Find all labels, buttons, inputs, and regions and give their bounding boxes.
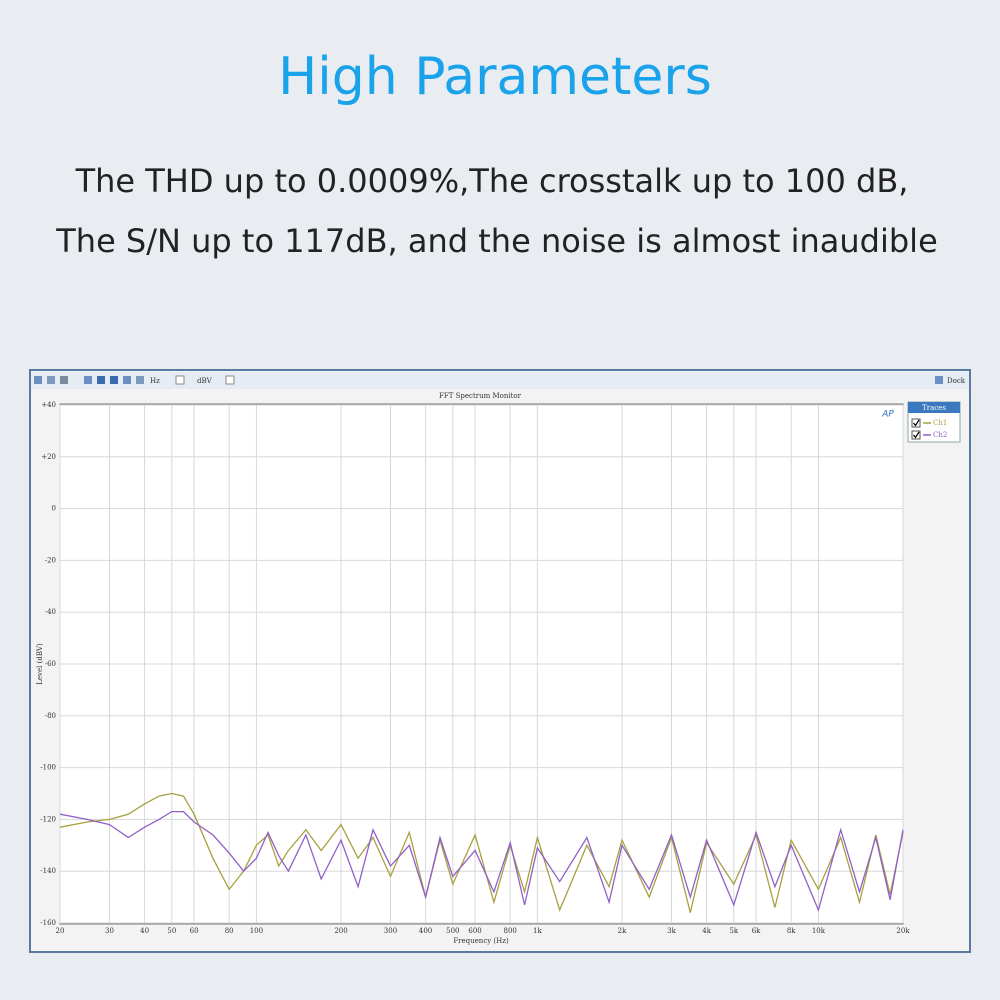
toolbar-x-unit[interactable]: Hz — [150, 377, 160, 385]
legend-header — [908, 402, 960, 413]
y-tick-label: -40 — [45, 608, 56, 616]
legend-check — [913, 431, 920, 439]
toolbar-icons — [34, 375, 235, 385]
y-tick-label: -100 — [40, 764, 56, 772]
y-tick-label: -60 — [45, 660, 56, 668]
y-tick-label: -160 — [40, 919, 56, 927]
x-tick-label: 100 — [250, 927, 263, 935]
y-axis-label: Level (dBV) — [36, 643, 44, 685]
x-tick-label: 4k — [702, 927, 711, 935]
dock-button[interactable]: Dock — [947, 377, 966, 385]
y-tick-label: -140 — [40, 867, 56, 875]
series-line — [59, 810, 904, 912]
toolbar — [31, 372, 969, 389]
chart-title: FFT Spectrum Monitor — [439, 392, 522, 400]
x-tick-label: 60 — [190, 927, 199, 935]
subline: The S/N up to 117dB, and the noise is al… — [55, 222, 938, 260]
legend-check — [913, 419, 920, 427]
x-tick-label: 500 — [446, 927, 459, 935]
y-tick-label: -80 — [45, 712, 56, 720]
x-tick-label: 5k — [729, 927, 738, 935]
x-tick-label: 20k — [896, 927, 910, 935]
x-tick-label: 300 — [384, 927, 397, 935]
x-tick-label: 3k — [667, 927, 676, 935]
x-axis-label: Frequency (Hz) — [453, 937, 509, 945]
x-tick-label: 400 — [419, 927, 432, 935]
ap-logo: AP — [881, 410, 894, 420]
y-tick-label: -20 — [45, 556, 56, 564]
x-tick-label: 20 — [56, 927, 65, 935]
headline: High Parameters — [278, 47, 712, 107]
x-tick-label: 6k — [752, 927, 761, 935]
legend-label: Ch1 — [933, 419, 947, 427]
legend-title: Traces — [922, 404, 946, 412]
toolbar-y-unit[interactable]: dBV — [197, 377, 213, 385]
y-tick-label: -120 — [40, 815, 56, 823]
x-tick-label: 2k — [618, 927, 627, 935]
x-tick-label: 10k — [812, 927, 826, 935]
x-tick-label: 40 — [140, 927, 149, 935]
legend-label: Ch2 — [933, 431, 947, 439]
x-tick-label: 600 — [468, 927, 481, 935]
x-tick-label: 80 — [225, 927, 234, 935]
dock-icon — [935, 376, 943, 384]
y-tick-label: +20 — [41, 453, 56, 461]
legend-checkbox[interactable] — [911, 430, 921, 440]
x-tick-label: 50 — [167, 927, 176, 935]
x-tick-label: 8k — [787, 927, 796, 935]
x-tick-label: 800 — [503, 927, 516, 935]
y-tick-label: +40 — [41, 401, 56, 409]
legend-checkbox[interactable] — [911, 418, 921, 428]
y-tick-label: 0 — [52, 505, 56, 513]
x-tick-label: 1k — [533, 927, 542, 935]
x-tick-label: 30 — [105, 927, 114, 935]
subline: The THD up to 0.0009%,The crosstalk up t… — [75, 162, 909, 200]
x-tick-label: 200 — [334, 927, 347, 935]
